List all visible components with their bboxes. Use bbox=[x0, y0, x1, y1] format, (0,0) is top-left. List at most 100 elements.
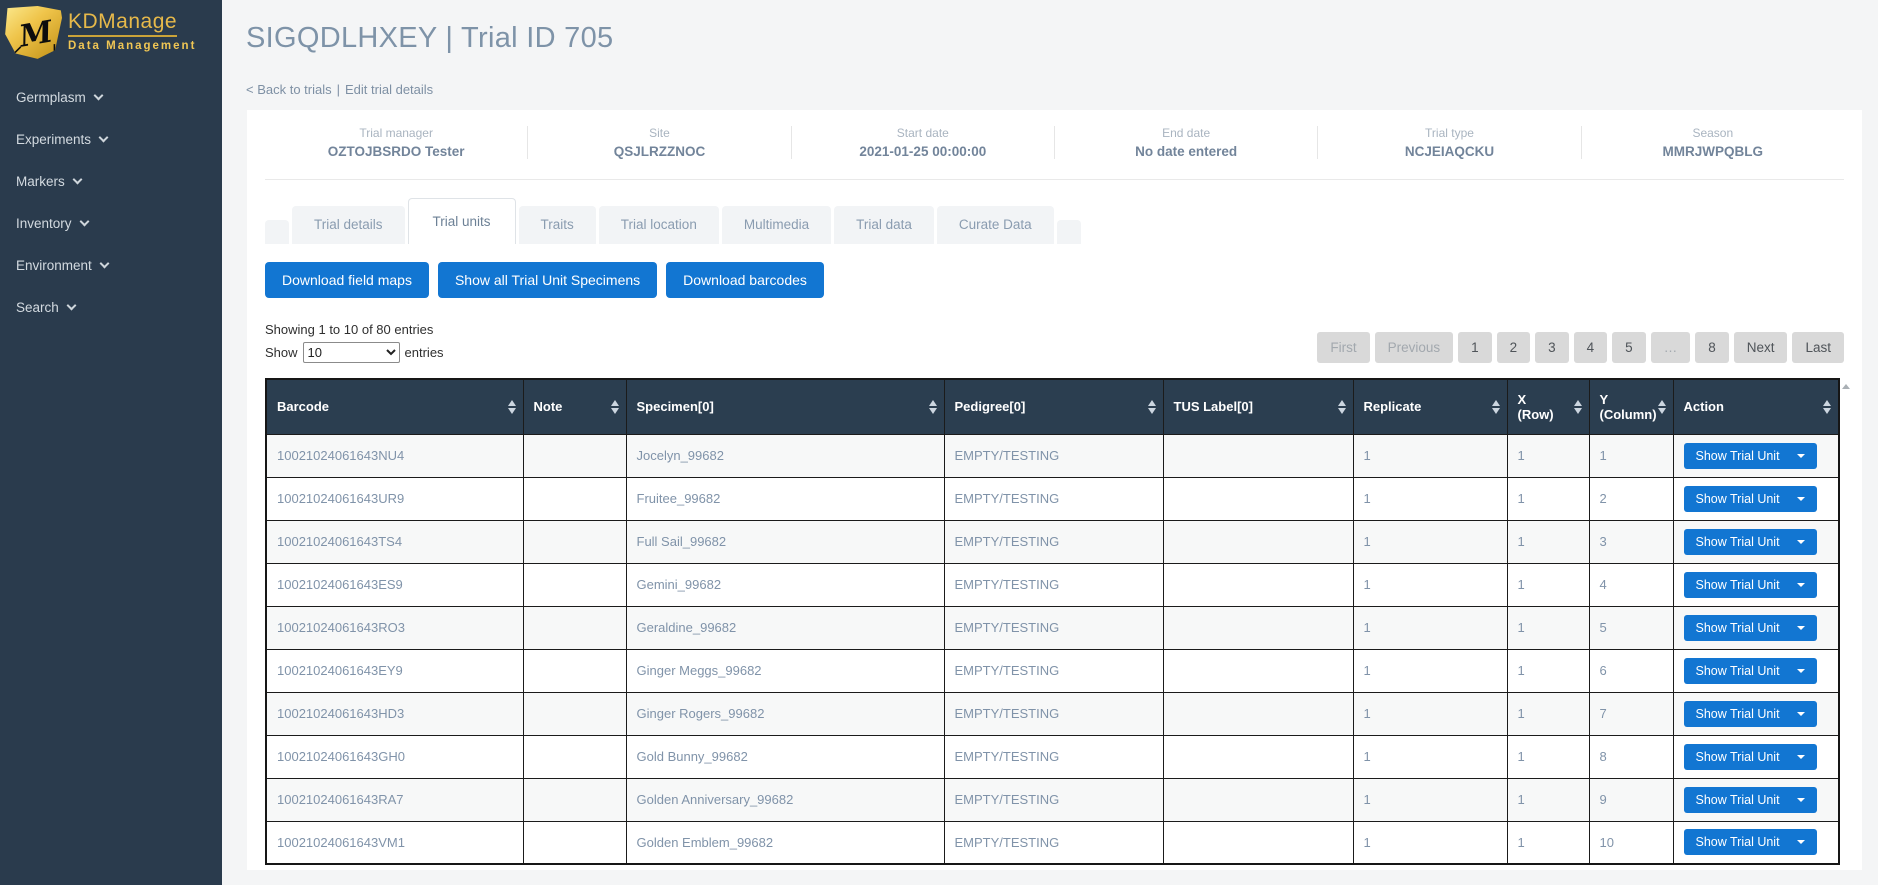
page-button-1[interactable]: 1 bbox=[1458, 332, 1492, 363]
info-field-trial-type: Trial type NCJEIAQCKU bbox=[1317, 126, 1580, 159]
show-trial-unit-button[interactable]: Show Trial Unit bbox=[1683, 786, 1817, 813]
sidebar-item-markers[interactable]: Markers bbox=[0, 160, 222, 202]
table-row: 10021024061643HD3 Ginger Rogers_99682 EMPT… bbox=[265, 691, 1840, 736]
column-header-label: X (Row) bbox=[1517, 391, 1554, 422]
column-header-barcode[interactable]: Barcode bbox=[265, 378, 524, 435]
page-button-3[interactable]: 3 bbox=[1535, 332, 1569, 363]
dropdown-caret-icon[interactable] bbox=[1796, 668, 1805, 673]
column-header-y-column[interactable]: Y (Column) bbox=[1588, 378, 1674, 435]
show-trial-unit-button[interactable]: Show Trial Unit bbox=[1683, 743, 1817, 770]
show-trial-unit-button[interactable]: Show Trial Unit bbox=[1683, 442, 1817, 469]
cell-pedigree: EMPTY/TESTING bbox=[943, 691, 1164, 736]
cell-action: Show Trial Unit bbox=[1672, 820, 1840, 865]
cell-barcode: 10021024061643VM1 bbox=[265, 820, 524, 865]
cell-note bbox=[522, 519, 627, 564]
cell-x_row: 1 bbox=[1506, 519, 1590, 564]
tab-trial-details[interactable]: Trial details bbox=[292, 206, 405, 244]
show-trial-unit-button[interactable]: Show Trial Unit bbox=[1683, 829, 1817, 856]
show-trial-unit-button[interactable]: Show Trial Unit bbox=[1683, 614, 1817, 641]
sidebar-item-label: Markers bbox=[16, 173, 65, 189]
table-row: 10021024061643UR9 Fruitee_99682 EMPTY/TEST… bbox=[265, 476, 1840, 521]
cell-specimen: Ginger Meggs_99682 bbox=[625, 648, 945, 693]
column-header-pedigree-0[interactable]: Pedigree[0] bbox=[943, 378, 1164, 435]
download-barcodes-button[interactable]: Download barcodes bbox=[666, 262, 824, 298]
tab-traits[interactable]: Traits bbox=[518, 206, 596, 244]
tab-trial-units[interactable]: Trial units bbox=[407, 198, 516, 244]
show-trial-unit-button[interactable]: Show Trial Unit bbox=[1683, 571, 1817, 598]
back-to-trials-link[interactable]: < Back to trials bbox=[246, 82, 332, 97]
dropdown-caret-icon[interactable] bbox=[1796, 625, 1805, 630]
page-button-2[interactable]: 2 bbox=[1496, 332, 1531, 363]
page-button-4[interactable]: 4 bbox=[1573, 332, 1608, 363]
show-all-trial-unit-specimens-button[interactable]: Show all Trial Unit Specimens bbox=[437, 262, 658, 298]
cell-action: Show Trial Unit bbox=[1672, 605, 1840, 650]
column-header-replicate[interactable]: Replicate bbox=[1352, 378, 1508, 435]
tab-curate-data[interactable]: Curate Data bbox=[936, 206, 1054, 244]
cell-pedigree: EMPTY/TESTING bbox=[943, 777, 1164, 822]
cell-replicate: 1 bbox=[1352, 519, 1508, 564]
column-header-action[interactable]: Action bbox=[1672, 378, 1840, 435]
sidebar-item-label: Germplasm bbox=[16, 89, 86, 105]
page-button-: … bbox=[1650, 332, 1691, 363]
page-button-8[interactable]: 8 bbox=[1695, 332, 1729, 363]
page-button-last[interactable]: Last bbox=[1792, 332, 1844, 363]
cell-tus_label bbox=[1162, 519, 1354, 564]
chevron-down-icon bbox=[72, 174, 83, 184]
download-field-maps-button[interactable]: Download field maps bbox=[265, 262, 429, 298]
cell-note bbox=[522, 648, 627, 693]
page-button-first: First bbox=[1317, 332, 1370, 363]
tab-stub-leading bbox=[265, 220, 289, 244]
sidebar-item-experiments[interactable]: Experiments bbox=[0, 118, 222, 160]
cell-y_column: 2 bbox=[1588, 476, 1674, 521]
column-header-tus-label-0[interactable]: TUS Label[0] bbox=[1162, 378, 1354, 435]
sidebar-item-environment[interactable]: Environment bbox=[0, 244, 222, 286]
cell-x_row: 1 bbox=[1506, 691, 1590, 736]
column-header-label: Note bbox=[533, 399, 563, 415]
cell-tus_label bbox=[1162, 562, 1354, 607]
scrollbar-up-arrow-icon[interactable] bbox=[1842, 384, 1850, 389]
cell-tus_label bbox=[1162, 691, 1354, 736]
dropdown-caret-icon[interactable] bbox=[1796, 539, 1805, 544]
show-trial-unit-button[interactable]: Show Trial Unit bbox=[1683, 657, 1817, 684]
column-header-x-row[interactable]: X (Row) bbox=[1506, 378, 1590, 435]
show-trial-unit-button[interactable]: Show Trial Unit bbox=[1683, 528, 1817, 555]
dropdown-caret-icon[interactable] bbox=[1796, 496, 1805, 501]
dropdown-caret-icon[interactable] bbox=[1796, 711, 1805, 716]
column-header-label: Y (Column) bbox=[1599, 391, 1657, 422]
cell-tus_label bbox=[1162, 777, 1354, 822]
tab-trial-location[interactable]: Trial location bbox=[598, 206, 719, 244]
dropdown-caret-icon[interactable] bbox=[1796, 453, 1805, 458]
cell-action: Show Trial Unit bbox=[1672, 433, 1840, 478]
tab-multimedia[interactable]: Multimedia bbox=[721, 206, 832, 244]
cell-action: Show Trial Unit bbox=[1672, 734, 1840, 779]
page-size-select[interactable]: 10 bbox=[302, 342, 400, 363]
cell-note bbox=[522, 691, 627, 736]
cell-pedigree: EMPTY/TESTING bbox=[943, 433, 1164, 478]
kdmanage-logo: M ↙ ↓ KDManage Data Management bbox=[0, 0, 222, 66]
sidebar-item-inventory[interactable]: Inventory bbox=[0, 202, 222, 244]
cell-tus_label bbox=[1162, 605, 1354, 650]
info-label: Trial manager bbox=[359, 126, 433, 140]
show-trial-unit-button[interactable]: Show Trial Unit bbox=[1683, 700, 1817, 727]
sort-icon bbox=[1823, 399, 1831, 414]
cell-specimen: Golden Emblem_99682 bbox=[625, 820, 945, 865]
cell-barcode: 10021024061643HD3 bbox=[265, 691, 524, 736]
page-button-next[interactable]: Next bbox=[1733, 332, 1788, 363]
sidebar-item-search[interactable]: Search bbox=[0, 286, 222, 328]
dropdown-caret-icon[interactable] bbox=[1796, 840, 1805, 845]
tab-trial-data[interactable]: Trial data bbox=[834, 206, 934, 244]
cell-pedigree: EMPTY/TESTING bbox=[943, 562, 1164, 607]
column-header-label: Replicate bbox=[1363, 399, 1422, 415]
cell-y_column: 5 bbox=[1588, 605, 1674, 650]
table-row: 10021024061643GH0 Gold Bunny_99682 EMPTY/T… bbox=[265, 734, 1840, 779]
show-trial-unit-button[interactable]: Show Trial Unit bbox=[1683, 485, 1817, 512]
edit-trial-details-link[interactable]: Edit trial details bbox=[345, 82, 434, 97]
column-header-note[interactable]: Note bbox=[522, 378, 627, 435]
chevron-down-icon bbox=[66, 300, 77, 310]
dropdown-caret-icon[interactable] bbox=[1796, 582, 1805, 587]
dropdown-caret-icon[interactable] bbox=[1796, 797, 1805, 802]
sidebar-item-germplasm[interactable]: Germplasm bbox=[0, 76, 222, 118]
column-header-specimen-0[interactable]: Specimen[0] bbox=[625, 378, 945, 435]
page-button-5[interactable]: 5 bbox=[1612, 332, 1646, 363]
dropdown-caret-icon[interactable] bbox=[1796, 754, 1805, 759]
